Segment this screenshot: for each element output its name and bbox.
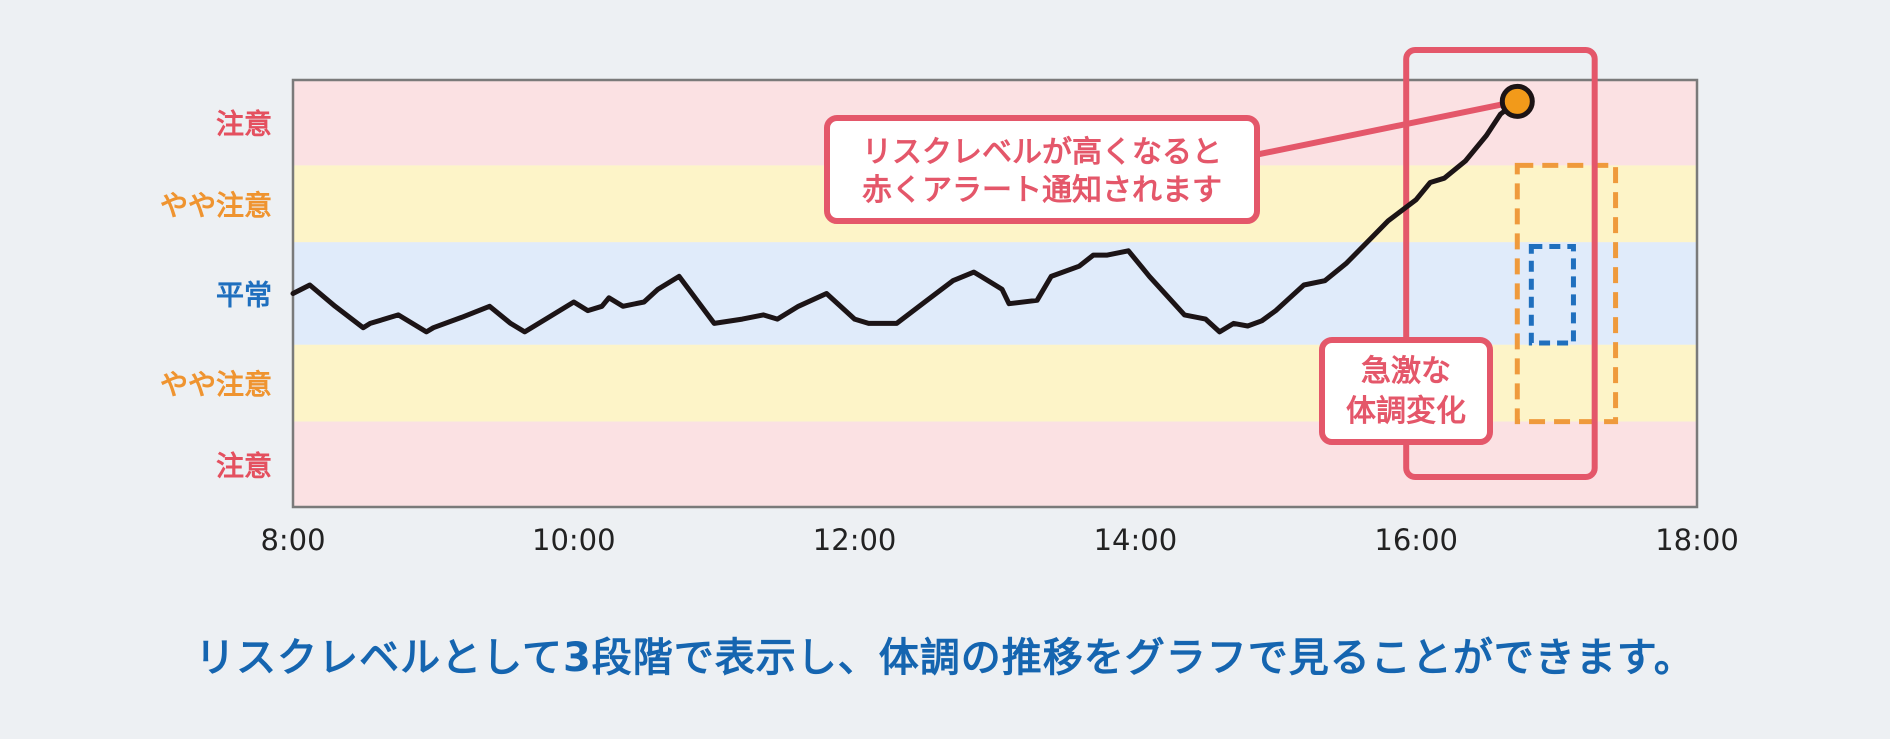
- risk-band-normal: [293, 242, 1697, 345]
- risk-level-label: 注意: [216, 449, 272, 482]
- sudden-change-line1: 急激な: [1361, 354, 1451, 389]
- x-tick-label: 14:00: [1094, 523, 1178, 557]
- sudden-change-line2: 体調変化: [1346, 394, 1466, 429]
- alert-callout-line2: 赤くアラート通知されます: [862, 173, 1222, 208]
- latest-point-marker: [1499, 83, 1535, 119]
- risk-level-label: やや注意: [160, 368, 272, 401]
- x-tick-label: 16:00: [1374, 523, 1458, 557]
- normal-range-box: [1528, 244, 1576, 346]
- x-tick-label: 18:00: [1655, 523, 1739, 557]
- x-tick-label: 12:00: [813, 523, 897, 557]
- x-tick-label: 8:00: [260, 523, 325, 557]
- slight-caution-range-box: [1514, 162, 1619, 425]
- risk-level-label: 平常: [216, 279, 272, 312]
- caption: リスクレベルとして3段階で表示し、体調の推移をグラフで見ることができます。: [195, 635, 1695, 681]
- risk-line-series: [290, 98, 1520, 335]
- risk-level-label: やや注意: [160, 189, 272, 222]
- alert-connector-line: [1244, 98, 1518, 160]
- sudden-change-window: [1403, 47, 1598, 480]
- alert-callout-line1: リスクレベルが高くなると: [862, 135, 1222, 170]
- x-tick-label: 10:00: [532, 523, 616, 557]
- sudden-change-callout-box: [1319, 337, 1493, 445]
- risk-level-label: 注意: [216, 108, 272, 141]
- alert-callout-box: [824, 115, 1260, 224]
